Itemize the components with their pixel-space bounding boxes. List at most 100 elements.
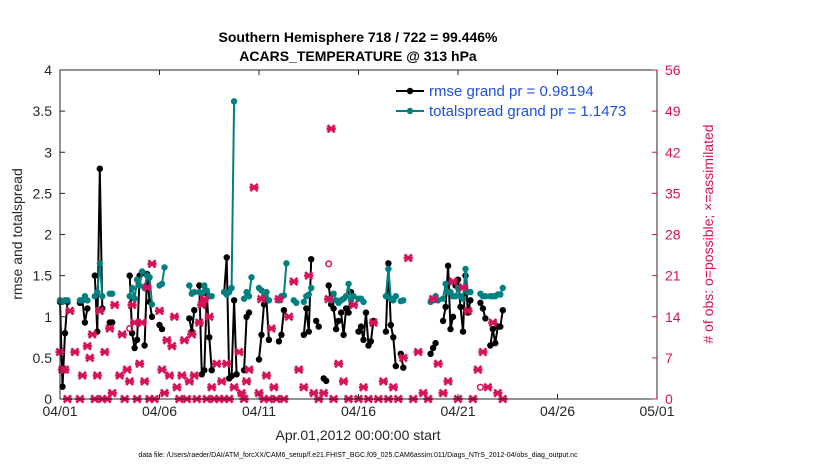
series-point (305, 291, 312, 298)
series-line-segment (59, 301, 69, 387)
series-point (258, 331, 265, 338)
series-point (385, 260, 392, 267)
x-tick-label: 04/11 (242, 403, 276, 419)
series-point (131, 295, 138, 302)
series-point (308, 256, 315, 263)
series-point (337, 309, 345, 316)
y-tick-label: 3.5 (33, 103, 53, 119)
y-tick-label: 2.5 (33, 185, 53, 201)
y2-tick-label: 21 (665, 268, 681, 284)
series-point (59, 383, 66, 390)
series-point (275, 338, 283, 345)
y2-axis-label: # of obs: o=possible; ×=assimilated (700, 124, 716, 343)
obs-assimilated-marker (428, 294, 438, 304)
series-point (109, 290, 116, 297)
series-point (133, 336, 141, 343)
obs-assimilated-marker (187, 329, 197, 339)
obs-assimilated-marker (157, 365, 167, 375)
series-point (340, 331, 347, 338)
obs-assimilated-marker (122, 365, 132, 375)
obs-assimilated-marker (338, 376, 349, 386)
obs-assimilated-marker (164, 370, 175, 381)
obs-assimilated-marker (256, 294, 267, 304)
series-point (330, 305, 337, 312)
obs-assimilated-marker (326, 124, 336, 134)
series-point (467, 297, 474, 304)
obs-assimilated-marker (388, 382, 398, 392)
series-point (203, 287, 210, 294)
obs-assimilated-marker (177, 370, 187, 381)
series-totalspread (56, 98, 506, 308)
obs-assimilated-marker (229, 382, 239, 392)
series-point (392, 362, 399, 370)
series-point (360, 336, 367, 343)
obs-assimilated-marker (179, 335, 189, 345)
series-point (248, 274, 255, 281)
series-line-segment (93, 168, 104, 332)
series-point (345, 280, 352, 288)
series-point (382, 328, 390, 335)
obs-assimilated-marker (304, 271, 314, 281)
x-tick-label: 05/01 (639, 403, 674, 419)
series-point (191, 288, 198, 296)
obs-assimilated-marker (289, 276, 299, 287)
series-point (223, 254, 230, 261)
obs-assimilated-marker (261, 370, 272, 381)
series-point (198, 290, 205, 297)
series-point (99, 293, 106, 300)
x-tick-label: 04/21 (440, 403, 475, 419)
series-point (191, 307, 198, 314)
obs-assimilated-marker (244, 365, 254, 375)
series-line-segment (198, 285, 213, 378)
series-point (482, 293, 489, 300)
series-point (315, 323, 322, 330)
y2-tick-label: 49 (665, 103, 681, 119)
series-point (457, 303, 464, 311)
obs-assimilated-marker (269, 382, 279, 392)
obs-assimilated-marker (107, 388, 117, 398)
series-point (390, 334, 397, 341)
series-point (313, 317, 320, 325)
series-point (497, 323, 504, 330)
obs-assimilated-marker (199, 294, 209, 304)
series-point (208, 367, 215, 374)
legend-entry-rmse: rmse grand pr = 0.98194 (396, 83, 594, 100)
obs-assimilated-marker (217, 376, 227, 386)
legend-marker (406, 87, 414, 95)
series-point (245, 309, 253, 316)
series-point (305, 328, 312, 335)
y-tick-label: 0 (44, 391, 52, 407)
obs-assimilated-marker (319, 388, 329, 398)
series-point (158, 325, 166, 333)
obs-assimilated-marker (159, 388, 170, 398)
series-point (447, 325, 454, 333)
obs-assimilated-marker (110, 300, 120, 310)
series-point (230, 297, 238, 304)
series-point (439, 295, 447, 302)
y-tick-label: 1 (44, 309, 52, 325)
series-point (263, 288, 270, 296)
obs-assimilated-marker (358, 382, 369, 392)
series-point (148, 313, 156, 320)
obs-assimilated-marker (117, 329, 127, 339)
y2-tick-label: 0 (665, 391, 673, 407)
series-point (84, 305, 91, 312)
series-point (283, 260, 290, 267)
obs-assimilated-marker (334, 359, 344, 369)
obs-assimilated-marker (60, 365, 70, 375)
obs-assimilated-marker (105, 323, 115, 334)
series-point (300, 331, 307, 338)
y-axis-right: 0 7 14 21 28 35 42 49 56 (652, 62, 681, 407)
x-axis: 04/01 04/06 04/11 04/16 04/21 04/26 05/01 (42, 70, 675, 419)
obs-assimilated-marker (70, 347, 80, 357)
obs-assimilated-marker (212, 359, 222, 369)
obs-assimilated-marker (236, 388, 247, 398)
obs-assimilated-marker (142, 282, 152, 292)
obs-assimilated-marker (169, 312, 180, 322)
obs-assimilated-marker (189, 370, 199, 381)
obs-assimilated-marker (368, 318, 379, 328)
series-point (439, 317, 447, 325)
series-point (357, 323, 365, 330)
y-tick-label: 2 (44, 227, 52, 243)
obs-assimilated-marker (473, 365, 483, 375)
